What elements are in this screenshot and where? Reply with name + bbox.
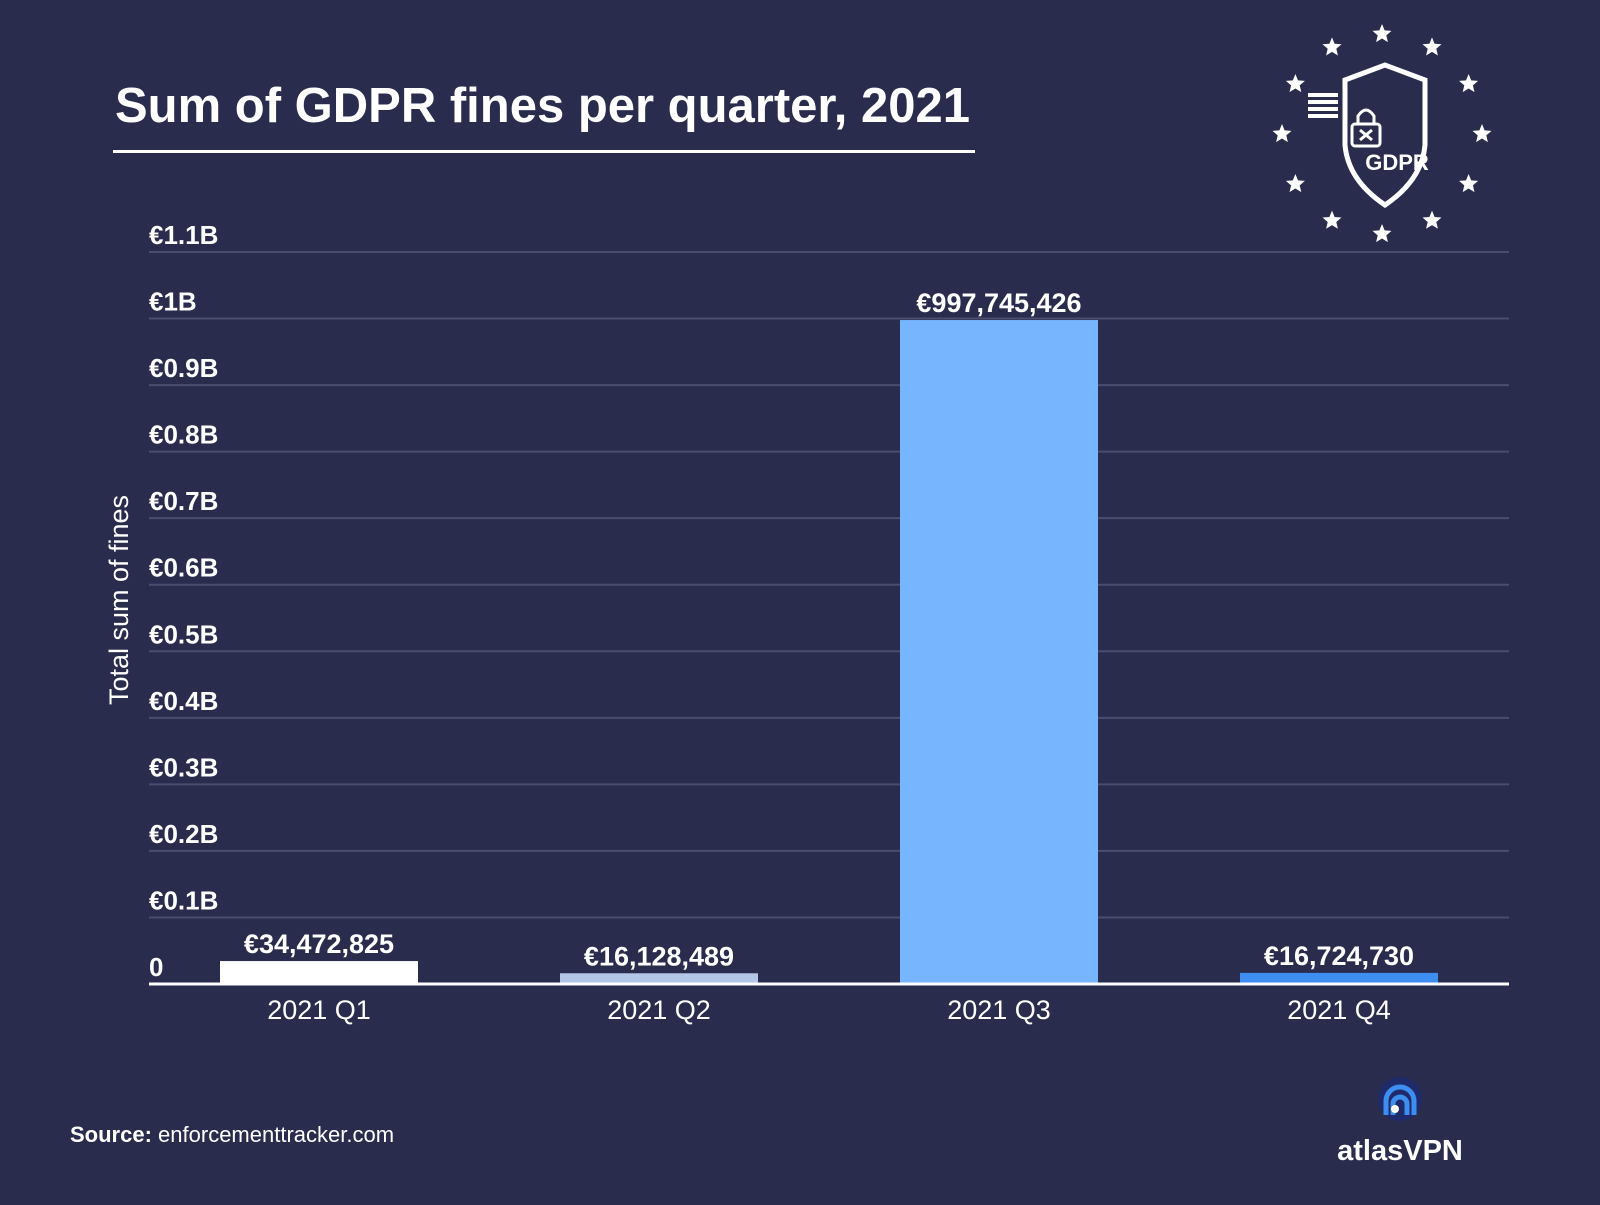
atlasvpn-logo: atlasVPN [1320,1075,1480,1175]
star-icon [1272,124,1292,143]
star-icon [1459,174,1479,193]
y-axis-label: Total sum of fines [104,495,134,705]
y-tick-label: €0.8B [149,420,218,450]
atlasvpn-logo-icon [1378,1077,1422,1121]
source-note: Source: enforcementtracker.com [70,1122,394,1148]
data-label: €997,745,426 [916,288,1081,318]
atlasvpn-logo-text: atlasVPN [1337,1135,1463,1167]
x-tick-label: 2021 Q1 [267,995,371,1025]
data-label: €16,724,730 [1264,941,1414,971]
y-tick-label: €0.6B [149,553,218,583]
bar-2021-q3 [900,320,1098,984]
grid-lines [149,251,1509,919]
star-icon [1322,210,1342,229]
y-tick-labels: 0 €0.1B €0.2B €0.3B €0.4B €0.5B €0.6B €0.7B €0.8… [149,220,218,982]
gdpr-logo: GDPR [1272,24,1492,243]
x-tick-label: 2021 Q2 [607,995,711,1025]
star-icon [1372,224,1392,243]
source-value: enforcementtracker.com [158,1122,395,1147]
data-label: €34,472,825 [244,929,394,959]
y-tick-label: €0.5B [149,619,218,649]
padlock-icon [1350,108,1382,148]
star-icon [1285,174,1305,193]
bar-2021-q2 [560,973,758,984]
y-tick-label: €0.7B [149,486,218,516]
x-tick-label: 2021 Q4 [1287,995,1391,1025]
bar-2021-q1 [220,961,418,984]
source-label: Source: [70,1122,152,1147]
y-tick-label: €0.2B [149,819,218,849]
bar-2021-q4 [1240,972,1438,984]
x-tick-label: 2021 Q3 [947,995,1051,1025]
value-labels: €34,472,825 €16,128,489 €997,745,426 €16,72… [244,288,1414,971]
data-label: €16,128,489 [584,941,734,971]
y-tick-label: €0.9B [149,353,218,383]
shield-icon [1342,62,1428,209]
gdpr-logo-text: GDPR [1365,150,1429,175]
star-icon [1459,74,1479,93]
x-tick-labels: 2021 Q1 2021 Q2 2021 Q3 2021 Q4 [267,995,1391,1025]
y-tick-label: 0 [149,952,163,982]
star-icon [1472,124,1492,143]
title-underline [113,150,975,153]
eu-stars-icon [1272,24,1492,243]
star-icon [1285,74,1305,93]
y-tick-label: €0.1B [149,885,218,915]
y-tick-label: €1.1B [149,220,218,250]
star-icon [1322,37,1342,56]
star-icon [1372,24,1392,43]
y-tick-label: €0.3B [149,752,218,782]
chart-title: Sum of GDPR fines per quarter, 2021 [115,79,971,133]
document-lines-icon [1308,93,1338,118]
bars [220,320,1438,984]
star-icon [1422,37,1442,56]
y-tick-label: €1B [149,287,197,317]
y-tick-label: €0.4B [149,686,218,716]
star-icon [1422,210,1442,229]
